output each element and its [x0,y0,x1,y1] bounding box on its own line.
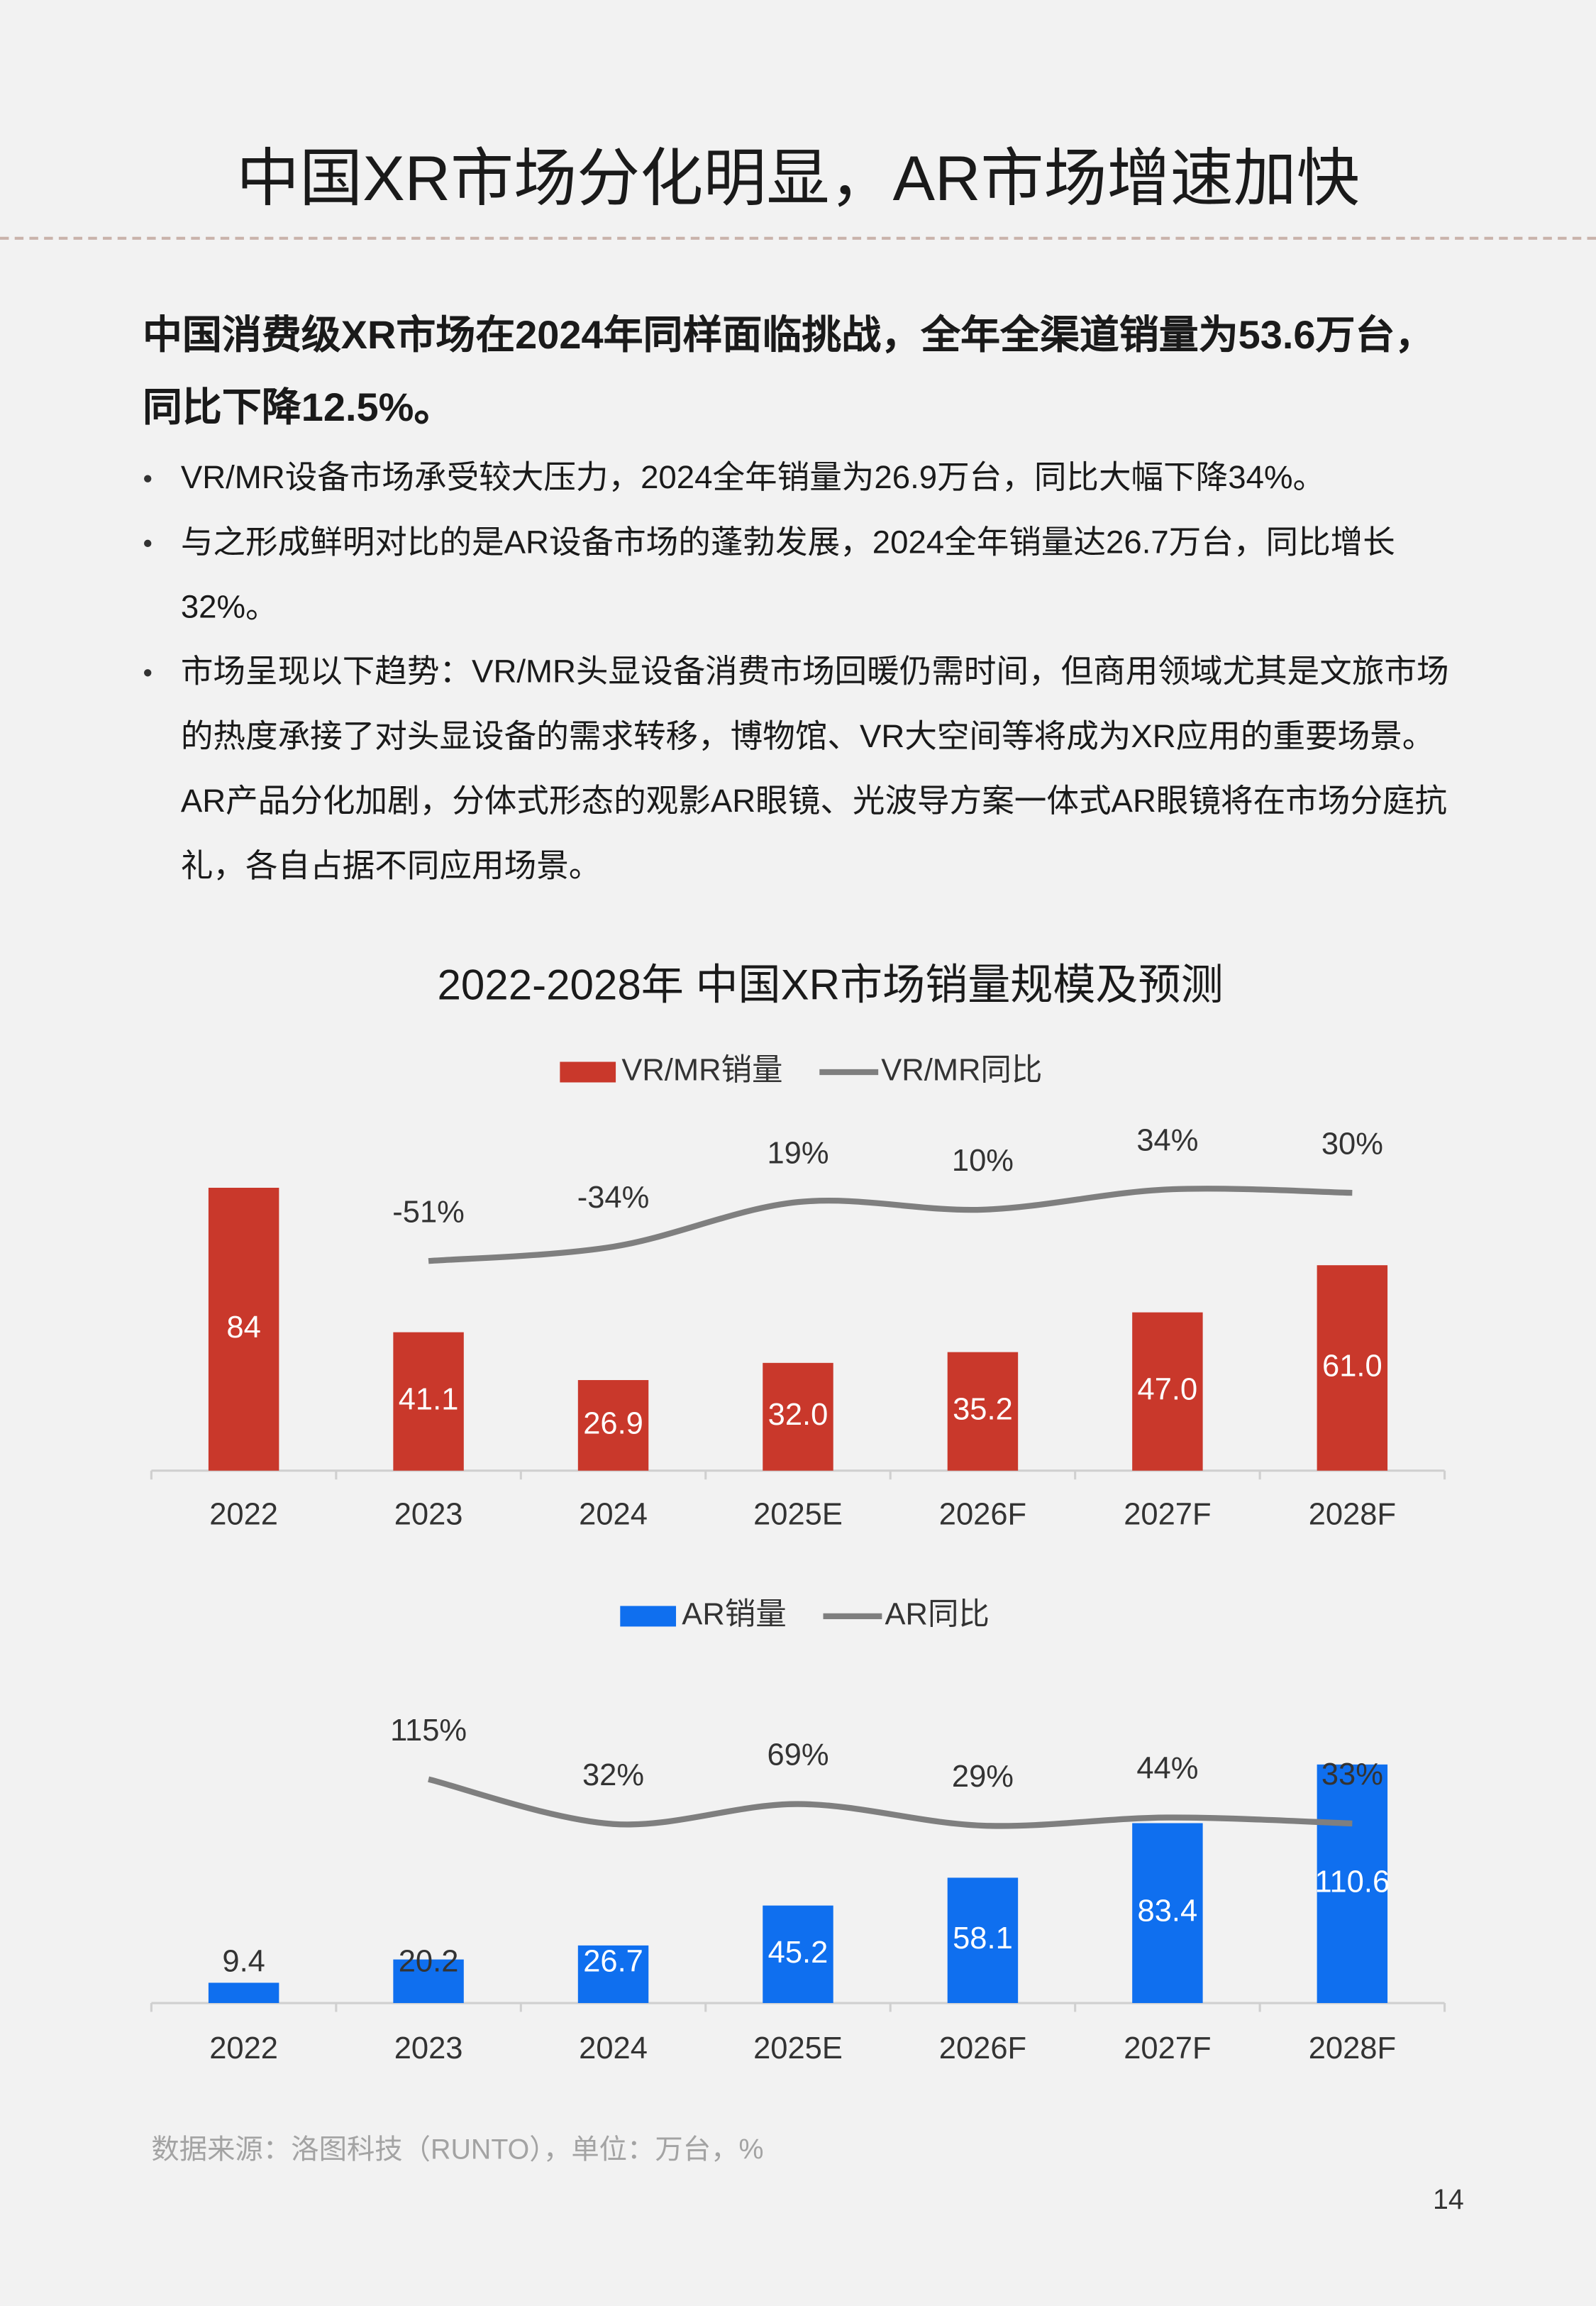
summary: 中国消费级XR市场在2024年同样面临挑战，全年全渠道销量为53.6万台，同比下… [142,313,1435,430]
bar [1132,1823,1203,2004]
line-value-label: 33% [1321,1758,1383,1792]
line-value-label: 34% [1136,1124,1198,1158]
legend-swatch [560,1061,616,1083]
bar-value-label: 26.7 [583,1945,643,1979]
legend-label: AR同比 [885,1597,990,1631]
x-tick-label: 2028F [1309,1497,1396,1531]
x-tick-label: 2024 [579,1497,648,1531]
line-value-label: 115% [390,1714,467,1748]
bar-value-label: 35.2 [953,1393,1013,1427]
x-tick-label: 2028F [1309,2031,1396,2065]
bar-value-label: 32.0 [768,1398,829,1432]
bar [1132,1312,1203,1471]
x-tick-label: 2024 [579,2031,648,2065]
bar [947,1352,1019,1471]
legend-swatch [620,1606,677,1627]
figure-title: 2022-2028年 中国XR市场销量规模及预测 [437,961,1223,1009]
legend-label: AR销量 [682,1597,786,1631]
bar [208,1187,279,1471]
line-value-label: 32% [582,1758,644,1792]
x-tick-label: 2025E [753,1497,843,1531]
line [428,1776,1353,1829]
bar-value-label: 20.2 [399,1945,459,1979]
x-tick-label: 2025E [753,2031,843,2065]
page-number: 14 [1433,2185,1464,2217]
bar [763,1905,833,2004]
line-value-label: 30% [1321,1127,1383,1161]
bullet: 与之形成鲜明对比的是AR设备市场的蓬勃发展，2024全年销量达26.7万台，同比… [144,510,1452,639]
bar [577,1380,649,1471]
bar-value-label: 47.0 [1138,1373,1198,1407]
line-value-label: 10% [952,1144,1014,1178]
bar-value-label: 61.0 [1322,1349,1382,1383]
x-tick-label: 2023 [394,1497,463,1531]
legend-label: VR/MR销量 [621,1053,782,1087]
line-value-label: 29% [952,1760,1014,1794]
page-title: 中国XR市场分化明显，AR市场增速加快 [236,144,1360,215]
bullet-list: VR/MR设备市场承受较大压力，2024全年销量为26.9万台，同比大幅下降34… [144,446,1452,899]
source-note: 数据来源：洛图科技（RUNTO），单位：万台，% [151,2135,764,2167]
x-tick-label: 2022 [209,2031,278,2065]
x-tick-label: 2027F [1124,2031,1211,2065]
bar [1317,1265,1388,1471]
bar-value-label: 110.6 [1315,1865,1390,1899]
x-tick-label: 2026F [939,2031,1026,2065]
bar-value-label: 84 [226,1311,260,1345]
line-value-label: 44% [1136,1752,1198,1786]
line-value-label: 19% [767,1136,829,1170]
bar-value-label: 9.4 [222,1945,265,1979]
bullet: VR/MR设备市场承受较大压力，2024全年销量为26.9万台，同比大幅下降34… [144,446,1452,510]
bar-value-label: 58.1 [953,1921,1013,1955]
line-value-label: -34% [577,1181,650,1215]
bar [208,1982,279,2004]
bar [763,1362,833,1471]
legend-label: VR/MR同比 [881,1053,1042,1087]
line-value-label: 69% [767,1738,829,1772]
bar-value-label: 83.4 [1138,1894,1198,1929]
bar-value-label: 26.9 [583,1406,643,1440]
line [428,1186,1353,1264]
bar-value-label: 41.1 [399,1383,459,1417]
bar [393,1332,464,1471]
line-value-label: -51% [392,1195,465,1229]
x-tick-label: 2026F [939,1497,1026,1531]
bullet: 市场呈现以下趋势：VR/MR头显设备消费市场回暖仍需时间，但商用领域尤其是文旅市… [144,640,1452,899]
bar [947,1877,1019,2004]
bar [1317,1764,1388,2004]
bar [393,1959,464,2004]
bar-value-label: 45.2 [768,1936,829,1970]
x-tick-label: 2027F [1124,1497,1211,1531]
x-tick-label: 2022 [209,1497,278,1531]
bar [577,1945,649,2004]
divider [0,236,1596,240]
x-tick-label: 2023 [394,2031,463,2065]
